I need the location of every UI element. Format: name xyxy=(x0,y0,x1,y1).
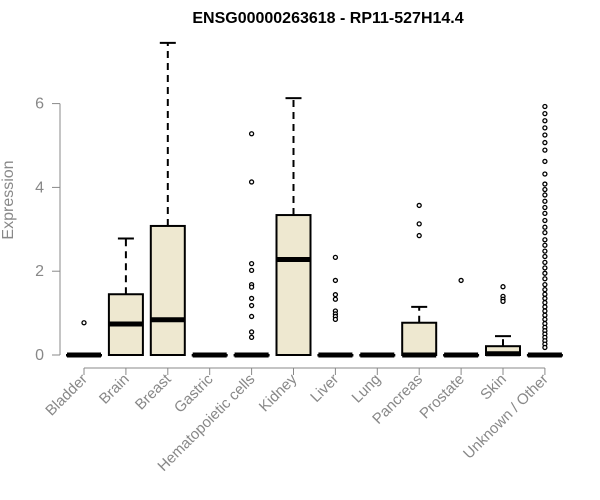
outlier-point xyxy=(542,230,548,236)
outlier-point xyxy=(500,284,506,290)
outlier-point xyxy=(248,302,255,309)
y-axis: 0 2 4 6 xyxy=(35,96,61,364)
outlier-point xyxy=(332,292,339,298)
box-iqr xyxy=(401,321,438,356)
outlier-point xyxy=(542,204,548,211)
box-group-gastric xyxy=(191,352,228,358)
box-group-brain xyxy=(107,237,144,356)
x-tick-label: Kidney xyxy=(256,370,301,415)
outlier-point xyxy=(542,181,548,187)
outlier-point xyxy=(542,312,548,318)
outlier-point xyxy=(542,237,548,243)
box-group-skin xyxy=(485,284,521,357)
outlier-point xyxy=(248,179,255,185)
x-tick-label: Lung xyxy=(349,371,385,407)
outlier-point xyxy=(542,265,548,271)
outlier-point xyxy=(542,344,548,351)
box-group-liver xyxy=(317,254,354,358)
outlier-point xyxy=(542,286,548,293)
x-tick-label: Brain xyxy=(96,371,133,408)
outlier-point xyxy=(248,131,255,137)
x-tick-label: Liver xyxy=(307,371,342,406)
box-group-breast xyxy=(149,41,186,356)
outlier-point xyxy=(248,261,255,267)
outlier-point xyxy=(416,202,422,209)
outlier-point xyxy=(542,276,548,282)
outlier-point xyxy=(248,329,255,335)
outlier-point xyxy=(542,118,548,124)
box-group-bladder xyxy=(66,320,102,358)
outlier-point xyxy=(248,295,255,302)
outlier-point xyxy=(542,270,548,276)
outlier-point xyxy=(416,232,422,239)
outlier-point xyxy=(542,248,548,254)
outlier-point xyxy=(542,147,548,153)
chart-title: ENSG00000263618 - RP11-527H14.4 xyxy=(192,10,463,27)
y-tick-label: 2 xyxy=(35,263,44,280)
outlier-point xyxy=(542,242,548,248)
outlier-point xyxy=(332,277,339,284)
outlier-point xyxy=(542,259,548,266)
outlier-point xyxy=(542,192,548,198)
outlier-point xyxy=(542,171,548,177)
outlier-point xyxy=(542,253,548,260)
box-iqr xyxy=(149,224,186,356)
x-tick-label: Breast xyxy=(132,370,175,413)
y-tick-label: 4 xyxy=(35,179,44,196)
outlier-point xyxy=(542,316,548,323)
y-tick-label: 6 xyxy=(35,96,44,113)
box-group-pancreas xyxy=(401,202,438,358)
outlier-point xyxy=(542,304,548,310)
outlier-point xyxy=(542,281,548,288)
outlier-point xyxy=(542,111,548,117)
outlier-point xyxy=(542,198,548,204)
y-axis-label: Expression xyxy=(0,160,17,239)
x-tick-label: Skin xyxy=(477,371,510,404)
y-tick-label: 0 xyxy=(35,347,44,364)
outlier-point xyxy=(542,210,548,217)
outlier-point xyxy=(248,334,255,341)
outlier-point xyxy=(542,125,548,131)
box-group-kidney xyxy=(275,97,312,356)
outlier-point xyxy=(542,308,548,314)
outlier-point xyxy=(542,224,548,230)
outlier-point xyxy=(542,291,548,297)
outlier-point xyxy=(542,158,548,165)
outlier-point xyxy=(248,313,255,320)
outlier-point xyxy=(248,284,255,290)
outlier-point xyxy=(542,217,548,224)
outlier-point xyxy=(542,103,548,110)
outlier-point xyxy=(332,316,339,323)
outlier-point xyxy=(542,295,548,302)
outlier-point xyxy=(542,299,548,306)
x-tick-label: Prostate xyxy=(416,371,468,423)
box-group-lung xyxy=(359,352,396,358)
x-tick-label: Bladder xyxy=(42,371,91,420)
box-group-hematopoietic-cells xyxy=(233,131,270,358)
outlier-point xyxy=(248,267,255,274)
boxes-layer xyxy=(66,41,563,358)
outlier-point xyxy=(416,221,422,227)
outlier-point xyxy=(542,139,548,146)
outlier-point xyxy=(542,132,548,138)
outlier-point xyxy=(458,277,464,284)
box-iqr xyxy=(275,214,312,356)
outlier-point xyxy=(332,296,339,302)
outlier-point xyxy=(500,298,506,305)
outlier-point xyxy=(332,254,339,261)
box-group-prostate xyxy=(443,277,480,358)
outlier-point xyxy=(542,186,548,193)
box-group-unknown-other xyxy=(526,103,563,358)
outlier-point xyxy=(81,320,87,326)
